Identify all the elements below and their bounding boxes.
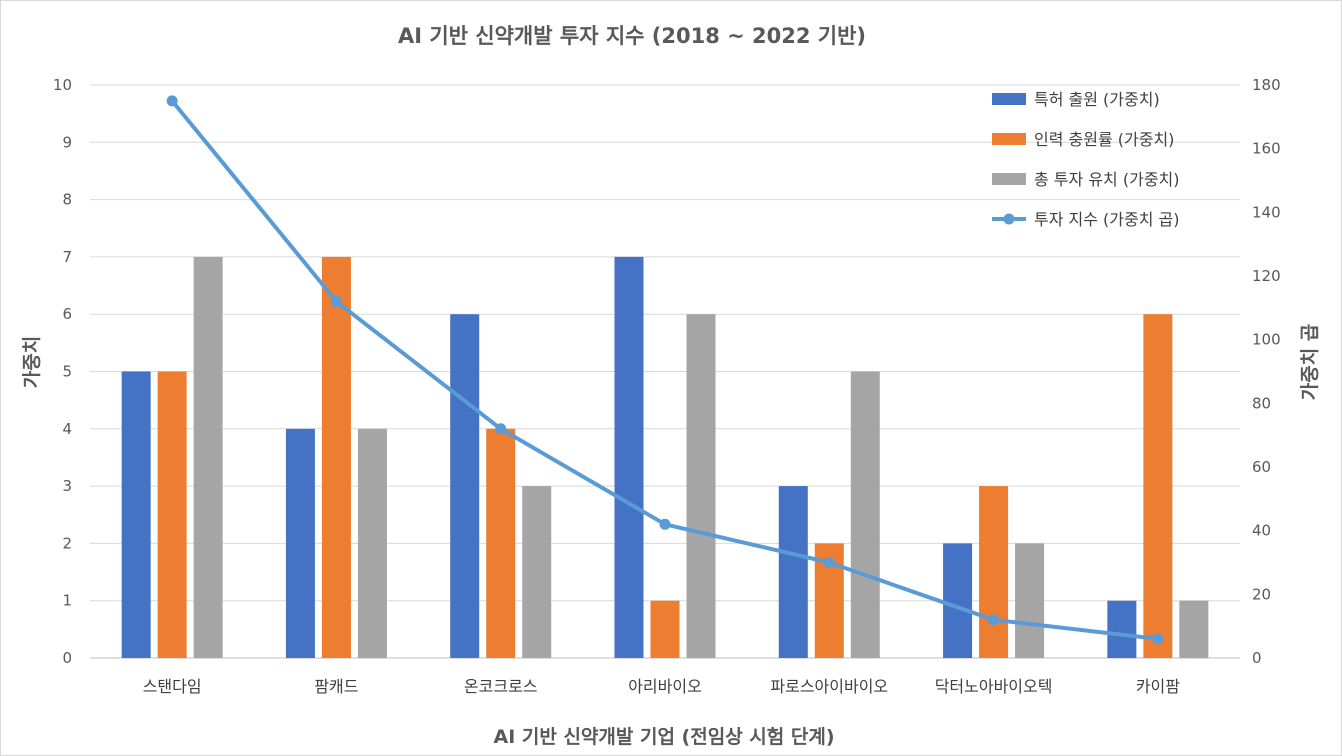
bar [285,428,315,658]
y-tick-label: 7 [62,248,72,266]
y2-tick-label: 40 [1252,522,1271,540]
bars-group [121,256,1209,658]
y2-tick-label: 140 [1252,203,1281,221]
y-axis-ticks: 0 1 2 3 4 5 6 7 8 9 10 [53,76,72,667]
bar [121,371,151,658]
y-tick-label: 3 [62,477,72,495]
legend-label: 총 투자 유치 (가중치) [1034,170,1180,189]
bar [157,371,187,658]
y2-axis-title: 가중치 곱 [1299,324,1321,401]
legend-label: 투자 지수 (가중치 곱) [1034,210,1180,229]
y2-tick-label: 100 [1252,331,1281,349]
category-label: 아리바이오 [628,677,702,696]
y2-tick-label: 160 [1252,140,1281,158]
y2-tick-label: 180 [1252,76,1281,94]
bar [943,543,973,658]
category-label: 카이팜 [1136,677,1180,696]
legend: 특허 출원 (가중치) 인력 충원률 (가중치) 총 투자 유치 (가중치) 투자 지… [992,90,1180,229]
bar [450,314,480,658]
y2-tick-label: 0 [1252,649,1262,667]
bar [1015,543,1045,658]
bar [321,256,351,658]
legend-marker [1003,213,1015,225]
category-label: 스탠다임 [143,677,202,696]
y-tick-label: 6 [62,305,72,323]
legend-label: 인력 충원률 (가중치) [1034,130,1174,149]
x-axis-title: AI 기반 신약개발 기업 (전임상 시험 단계) [493,726,834,748]
y2-tick-label: 60 [1252,458,1271,476]
y-tick-label: 5 [62,363,72,381]
bar [357,428,387,658]
line-point [659,518,671,530]
bar [778,486,808,658]
bar [686,314,716,658]
y-tick-label: 9 [62,133,72,151]
bar [522,486,552,658]
y-tick-label: 4 [62,420,72,438]
line-point [330,295,342,307]
bar [1143,314,1173,658]
y2-axis-ticks: 0 20 40 60 80 100 120 140 160 180 [1252,76,1281,667]
y-tick-label: 2 [62,534,72,552]
line-series-group [166,95,1164,645]
line-point [166,95,178,107]
category-label: 파로스아이바이오 [770,677,888,696]
y-axis-title: 가중치 [21,336,43,388]
y2-tick-label: 120 [1252,267,1281,285]
legend-swatch [992,173,1026,185]
line-point [823,557,835,568]
bar [850,371,880,658]
bar [1107,600,1137,658]
bar [1179,600,1209,658]
category-label: 닥터노아바이오텍 [935,677,1053,696]
gridlines [90,84,1240,659]
bar [193,256,223,658]
category-labels: 스탠다임 팜캐드 온코크로스 아리바이오 파로스아이바이오 닥터노아바이오텍 카이팜 [143,677,1181,696]
y2-tick-label: 20 [1252,585,1271,603]
bar [650,600,680,658]
bar [979,486,1009,658]
bar [614,256,644,658]
y-tick-label: 8 [62,191,72,209]
chart-title: AI 기반 신약개발 투자 지수 (2018 ~ 2022 기반) [398,24,866,48]
y-tick-label: 1 [62,592,72,610]
legend-swatch [992,93,1026,105]
y-tick-label: 10 [53,76,72,94]
y2-tick-label: 80 [1252,394,1271,412]
category-label: 팜캐드 [314,677,358,696]
legend-swatch [992,133,1026,145]
line-point [495,423,507,435]
line-point [988,614,1000,626]
legend-label: 특허 출원 (가중치) [1034,90,1160,109]
y-tick-label: 0 [62,649,72,667]
line-point [1152,633,1164,645]
bar [486,428,516,658]
category-label: 온코크로스 [464,677,538,696]
